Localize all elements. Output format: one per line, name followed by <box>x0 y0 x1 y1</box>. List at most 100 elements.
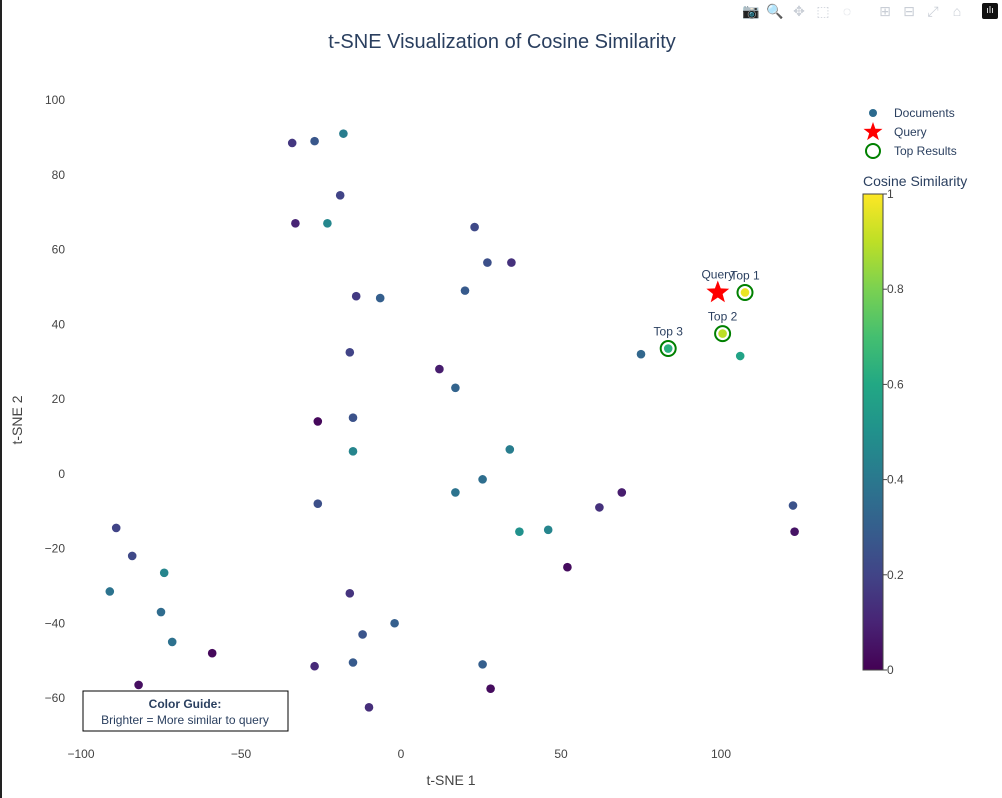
document-point[interactable] <box>207 648 217 658</box>
document-point[interactable] <box>287 138 297 148</box>
document-point[interactable] <box>478 475 487 484</box>
plotly-logo-icon[interactable]: ılı <box>982 3 998 19</box>
document-point[interactable] <box>636 349 646 359</box>
autoscale-icon[interactable]: ⤢ <box>927 3 939 19</box>
color-guide-annotation: Color Guide: Brighter = More similar to … <box>82 690 289 732</box>
colorbar-title: Cosine Similarity <box>863 173 967 189</box>
document-point[interactable] <box>505 445 515 454</box>
document-point[interactable] <box>483 258 492 267</box>
camera-icon[interactable]: 📷 <box>742 3 760 19</box>
y-tick-label: −40 <box>45 616 66 630</box>
query-point[interactable] <box>706 280 730 303</box>
document-point[interactable] <box>375 293 385 303</box>
zoom-icon[interactable]: 🔍 <box>766 3 784 19</box>
legend-documents-label: Documents <box>894 106 955 120</box>
top-result-label: Top 2 <box>708 310 738 324</box>
x-tick-label: 50 <box>554 747 568 761</box>
document-point[interactable] <box>345 589 355 598</box>
lasso-select-icon[interactable]: ◌ <box>842 3 852 19</box>
document-point[interactable] <box>617 488 627 497</box>
document-point[interactable] <box>364 703 374 712</box>
reset-axes-icon[interactable]: ⌂ <box>952 3 962 19</box>
pan-icon[interactable]: ✥ <box>793 3 805 19</box>
document-point[interactable] <box>460 286 470 295</box>
colorbar-tick-label: 0.6 <box>887 377 904 391</box>
document-point[interactable] <box>159 568 169 578</box>
document-point[interactable] <box>478 660 487 669</box>
zoom-out-icon[interactable]: ⊟ <box>903 3 915 19</box>
legend-query-label: Query <box>894 125 927 139</box>
color-guide-title: Color Guide: <box>149 697 222 711</box>
document-point[interactable] <box>156 607 166 617</box>
document-point[interactable] <box>291 219 300 228</box>
document-point[interactable] <box>127 551 137 561</box>
document-point[interactable] <box>790 527 799 536</box>
y-axis-ticks: −60 −40 −20 0 20 40 60 80 100 <box>45 93 66 705</box>
x-tick-label: 100 <box>711 747 731 761</box>
document-point[interactable] <box>351 291 361 301</box>
colorbar: Cosine Similarity 0 0.2 0.4 0.6 0.8 1 <box>862 173 967 677</box>
document-point[interactable] <box>486 684 495 693</box>
top-result-point[interactable] <box>663 344 673 353</box>
zoom-in-icon[interactable]: ⊞ <box>879 3 891 19</box>
document-point[interactable] <box>345 347 355 357</box>
document-point[interactable] <box>313 499 323 508</box>
legend-top-results-marker <box>865 143 881 159</box>
y-tick-label: 20 <box>52 392 66 406</box>
document-point[interactable] <box>348 447 358 456</box>
legend-item-documents[interactable]: Documents <box>869 106 955 120</box>
colorbar-tick-label: 0 <box>887 663 894 677</box>
document-point[interactable] <box>339 129 348 138</box>
colorbar-tick-label: 1 <box>887 187 894 201</box>
document-point[interactable] <box>313 417 323 426</box>
document-point[interactable] <box>167 637 177 647</box>
colorbar-gradient <box>862 193 884 671</box>
color-guide-text: Brighter = More similar to query <box>101 713 269 727</box>
document-point[interactable] <box>310 136 319 146</box>
legend-item-top-results[interactable]: Top Results <box>865 143 957 159</box>
top-result-point[interactable] <box>718 329 727 338</box>
document-point[interactable] <box>323 219 332 228</box>
colorbar-tick-label: 0.8 <box>887 282 904 296</box>
document-point[interactable] <box>134 680 143 690</box>
chart-title: t-SNE Visualization of Cosine Similarity <box>328 31 676 53</box>
document-point[interactable] <box>595 503 604 512</box>
top-result-ring[interactable] <box>659 340 677 358</box>
document-point[interactable] <box>451 383 460 393</box>
y-tick-label: −60 <box>45 691 66 705</box>
document-point[interactable] <box>507 258 516 267</box>
document-point[interactable] <box>470 222 479 232</box>
document-point[interactable] <box>358 630 367 639</box>
legend-documents-marker <box>869 109 877 117</box>
x-tick-label: 0 <box>398 747 405 761</box>
document-point[interactable] <box>563 562 572 572</box>
y-tick-label: 60 <box>52 243 66 257</box>
top-result-ring[interactable] <box>736 283 754 301</box>
top-result-point[interactable] <box>740 288 750 297</box>
document-point[interactable] <box>435 364 444 374</box>
document-point[interactable] <box>310 661 319 671</box>
document-point[interactable] <box>348 658 358 667</box>
top-result-ring[interactable] <box>714 325 732 343</box>
document-point[interactable] <box>390 618 399 628</box>
document-point[interactable] <box>788 501 798 510</box>
document-point[interactable] <box>111 523 121 533</box>
document-point[interactable] <box>515 527 524 536</box>
x-tick-label: −50 <box>231 747 252 761</box>
query-label: Query <box>701 267 734 281</box>
document-point[interactable] <box>348 413 358 422</box>
colorbar-ticks: 0 0.2 0.4 0.6 0.8 1 <box>883 187 904 677</box>
legend-item-query[interactable]: Query <box>863 122 927 141</box>
y-axis-label: t-SNE 2 <box>9 395 25 444</box>
colorbar-tick-label: 0.4 <box>887 473 904 487</box>
colorbar-tick-label: 0.2 <box>887 568 904 582</box>
document-point[interactable] <box>451 488 460 497</box>
document-point[interactable] <box>335 191 345 200</box>
document-point[interactable] <box>735 351 745 361</box>
top-result-label: Top 1 <box>730 268 760 282</box>
document-point[interactable] <box>543 525 553 535</box>
box-select-icon[interactable]: ⬚ <box>816 3 830 19</box>
y-tick-label: 40 <box>52 317 66 331</box>
document-point[interactable] <box>105 587 115 596</box>
